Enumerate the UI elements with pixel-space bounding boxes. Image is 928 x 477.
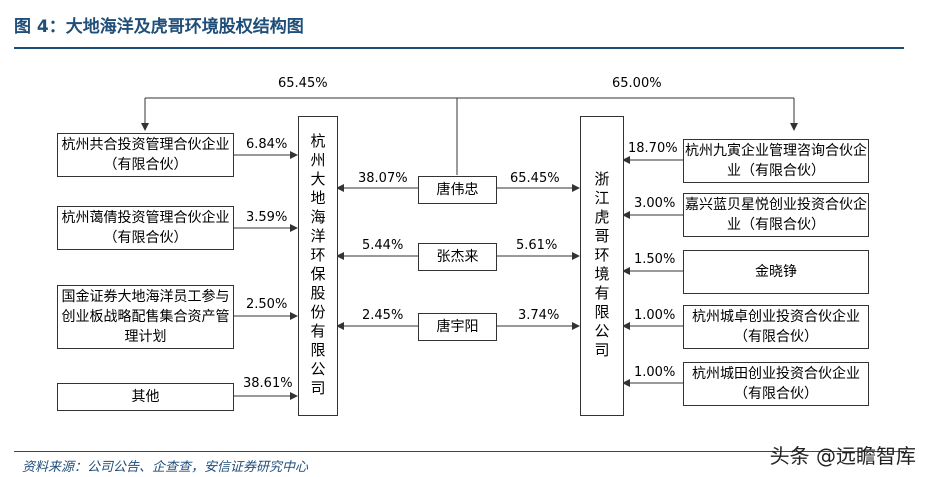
left-holder-name: 杭州蔼倩投资管理合伙企业（有限合伙） <box>61 210 230 246</box>
person-box: 唐伟忠 <box>418 176 497 204</box>
left-holder-name: 国金证券大地海洋员工参与创业板战略配售集合资产管理计划 <box>61 289 230 345</box>
top-pct-hugo: 65.00% <box>612 76 662 91</box>
title-rule <box>14 47 904 49</box>
right-holder-name: 杭州城卓创业投资合伙企业（有限合伙） <box>692 309 860 345</box>
right-holder-pct: 1.00% <box>634 365 676 380</box>
source-note: 资料来源：公司公告、企查查，安信证券研究中心 <box>22 460 309 475</box>
footer-rule <box>14 451 904 452</box>
person-dadi-pct: 38.07% <box>358 171 408 186</box>
watermark: 头条 @远瞻智库 <box>769 444 916 468</box>
right-holder-box: 杭州城卓创业投资合伙企业（有限合伙） <box>683 305 869 349</box>
person-box: 唐宇阳 <box>418 313 497 341</box>
left-holder-box: 其他 <box>57 383 234 411</box>
right-holder-box: 杭州城田创业投资合伙企业（有限合伙） <box>683 362 869 406</box>
left-holder-name: 其他 <box>131 389 160 405</box>
person-hugo-pct: 3.74% <box>518 308 560 323</box>
person-dadi-pct: 2.45% <box>362 308 404 323</box>
top-pct-dadi: 65.45% <box>278 76 328 91</box>
left-holder-pct: 3.59% <box>246 210 288 225</box>
right-holder-name: 杭州九寅企业管理咨询合伙企业（有限合伙） <box>685 143 867 179</box>
right-holder-box: 金晓铮 <box>683 250 869 294</box>
hugo-company-box: 浙江虎哥环境有限公司 <box>580 116 624 416</box>
right-holder-pct: 3.00% <box>634 196 676 211</box>
left-holder-pct: 2.50% <box>246 297 288 312</box>
left-holder-name: 杭州共合投资管理合伙企业（有限合伙） <box>61 137 230 173</box>
person-name: 张杰来 <box>436 249 479 265</box>
person-hugo-pct: 65.45% <box>510 171 560 186</box>
left-holder-box: 国金证券大地海洋员工参与创业板战略配售集合资产管理计划 <box>57 285 234 349</box>
left-holder-pct: 38.61% <box>243 376 293 391</box>
right-holder-pct: 1.00% <box>634 308 676 323</box>
right-holder-name: 金晓铮 <box>755 264 797 280</box>
right-holder-pct: 1.50% <box>634 252 676 267</box>
left-holder-box: 杭州蔼倩投资管理合伙企业（有限合伙） <box>57 206 234 250</box>
left-holder-box: 杭州共合投资管理合伙企业（有限合伙） <box>57 133 234 177</box>
person-name: 唐伟忠 <box>436 182 479 198</box>
dadi-company-box: 杭州大地海洋环保股份有限公司 <box>298 116 338 416</box>
figure-title: 图 4：大地海洋及虎哥环境股权结构图 <box>14 17 304 37</box>
person-hugo-pct: 5.61% <box>516 238 558 253</box>
person-dadi-pct: 5.44% <box>362 238 404 253</box>
right-holder-box: 嘉兴蓝贝星悦创业投资合伙企业（有限合伙） <box>683 193 869 237</box>
left-holder-pct: 6.84% <box>246 137 288 152</box>
person-name: 唐宇阳 <box>436 319 479 335</box>
right-holder-name: 嘉兴蓝贝星悦创业投资合伙企业（有限合伙） <box>685 197 867 233</box>
right-holder-name: 杭州城田创业投资合伙企业（有限合伙） <box>692 366 860 402</box>
right-holder-box: 杭州九寅企业管理咨询合伙企业（有限合伙） <box>683 139 869 183</box>
right-holder-pct: 18.70% <box>628 141 678 156</box>
person-box: 张杰来 <box>418 243 497 271</box>
